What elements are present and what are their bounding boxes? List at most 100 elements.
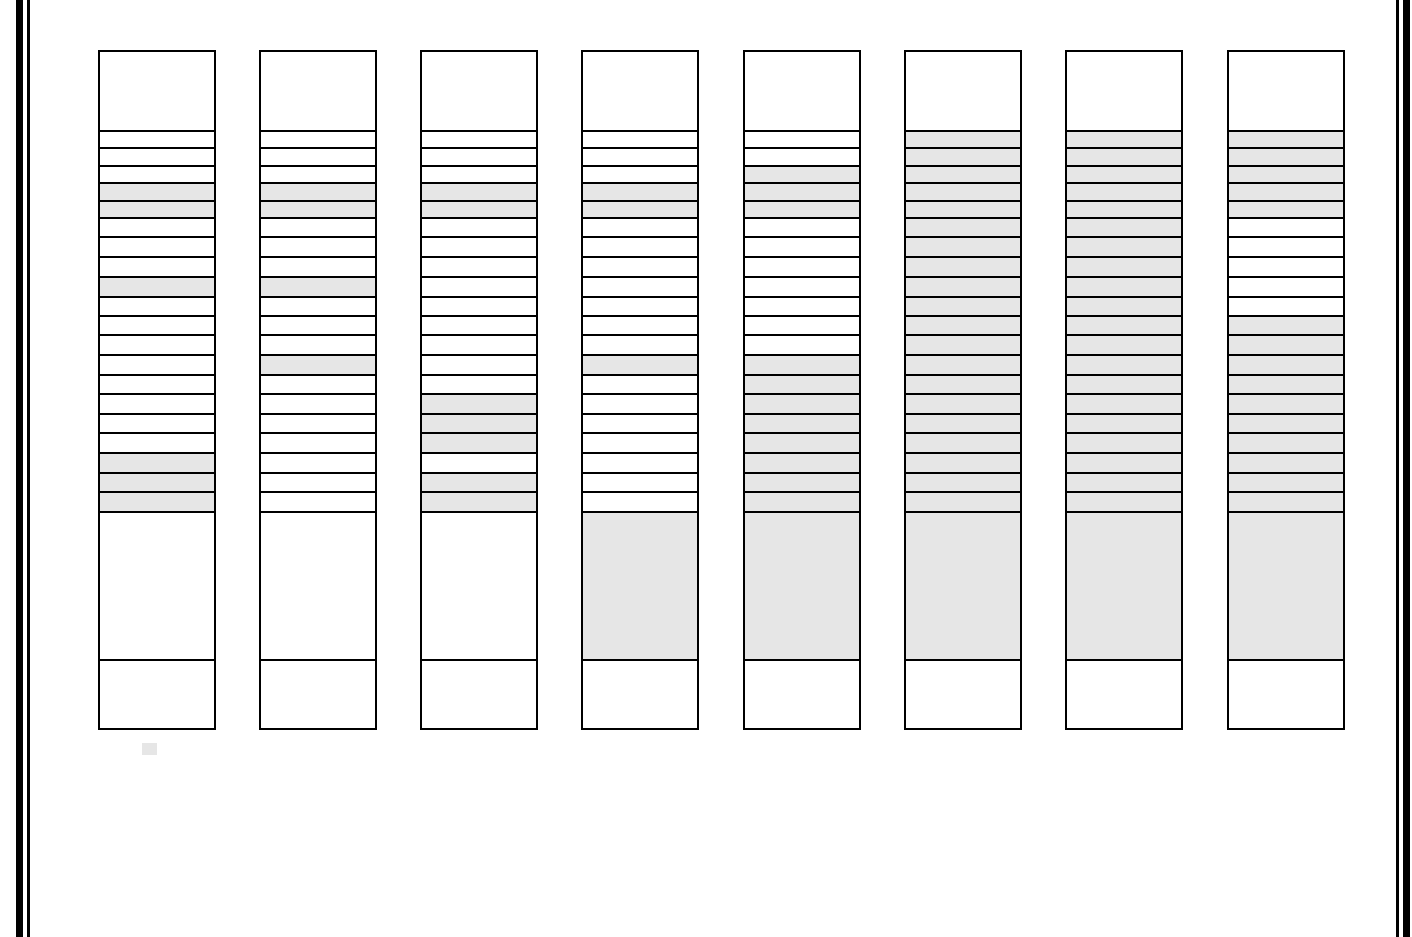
- row-cell: [745, 167, 859, 184]
- row-cell: [422, 298, 536, 317]
- row-cell: [906, 184, 1020, 202]
- row-cell: [100, 184, 214, 202]
- row-cell: [100, 149, 214, 167]
- row-cell: [1229, 219, 1343, 238]
- row-cell: [261, 493, 375, 513]
- row-cell: [583, 298, 697, 317]
- body-cell: [745, 513, 859, 661]
- row-cell: [261, 167, 375, 184]
- row-cell: [1229, 184, 1343, 202]
- row-cell: [261, 395, 375, 415]
- column-5: [743, 50, 861, 730]
- body-cell: [583, 513, 697, 661]
- row-cell: [745, 336, 859, 356]
- row-cell: [261, 317, 375, 336]
- row-cell: [1229, 317, 1343, 336]
- row-cell: [906, 415, 1020, 434]
- body-cell: [422, 513, 536, 661]
- row-cell: [100, 493, 214, 513]
- row-cell: [1067, 278, 1181, 298]
- row-cell: [745, 415, 859, 434]
- row-cell: [1229, 167, 1343, 184]
- row-cell: [583, 415, 697, 434]
- row-cell: [422, 167, 536, 184]
- footer-cell: [745, 661, 859, 730]
- row-cell: [906, 493, 1020, 513]
- row-cell: [261, 132, 375, 149]
- row-cell: [1067, 395, 1181, 415]
- row-cell: [100, 298, 214, 317]
- row-cell: [583, 336, 697, 356]
- row-cell: [1067, 238, 1181, 258]
- row-cell: [906, 395, 1020, 415]
- row-cell: [583, 149, 697, 167]
- row-cell: [261, 184, 375, 202]
- row-cell: [1229, 454, 1343, 474]
- row-cell: [261, 454, 375, 474]
- row-cell: [1229, 415, 1343, 434]
- row-cell: [745, 184, 859, 202]
- row-cell: [1229, 474, 1343, 493]
- row-cell: [261, 238, 375, 258]
- row-cell: [422, 454, 536, 474]
- row-cell: [422, 336, 536, 356]
- row-cell: [422, 278, 536, 298]
- row-cell: [745, 219, 859, 238]
- row-cell: [100, 219, 214, 238]
- row-cell: [583, 434, 697, 454]
- row-cell: [100, 258, 214, 278]
- row-cell: [422, 238, 536, 258]
- row-cell: [583, 356, 697, 376]
- row-cell: [422, 202, 536, 219]
- row-cell: [1229, 202, 1343, 219]
- row-cell: [745, 434, 859, 454]
- row-cell: [100, 167, 214, 184]
- header-cell: [583, 52, 697, 132]
- row-cell: [583, 132, 697, 149]
- row-cell: [422, 415, 536, 434]
- row-cell: [422, 317, 536, 336]
- footer-cell: [906, 661, 1020, 730]
- row-cell: [261, 149, 375, 167]
- row-cell: [1067, 184, 1181, 202]
- header-cell: [745, 52, 859, 132]
- row-cell: [261, 258, 375, 278]
- row-cell: [1229, 278, 1343, 298]
- row-cell: [583, 493, 697, 513]
- row-cell: [261, 278, 375, 298]
- row-cell: [100, 356, 214, 376]
- header-cell: [906, 52, 1020, 132]
- header-cell: [100, 52, 214, 132]
- row-cell: [1229, 258, 1343, 278]
- row-cell: [745, 278, 859, 298]
- row-cell: [745, 149, 859, 167]
- row-cell: [261, 298, 375, 317]
- row-cell: [745, 202, 859, 219]
- row-cell: [906, 132, 1020, 149]
- left-border-thin: [27, 0, 30, 937]
- row-cell: [906, 298, 1020, 317]
- row-cell: [100, 434, 214, 454]
- row-cell: [906, 336, 1020, 356]
- footer-cell: [261, 661, 375, 730]
- row-cell: [1067, 258, 1181, 278]
- row-cell: [100, 317, 214, 336]
- row-cell: [1067, 474, 1181, 493]
- row-cell: [583, 202, 697, 219]
- row-cell: [745, 317, 859, 336]
- column-7: [1065, 50, 1183, 730]
- row-cell: [1067, 415, 1181, 434]
- row-cell: [261, 434, 375, 454]
- row-cell: [100, 415, 214, 434]
- row-cell: [1067, 317, 1181, 336]
- row-cell: [422, 219, 536, 238]
- row-cell: [1229, 298, 1343, 317]
- row-cell: [745, 298, 859, 317]
- column-1: [98, 50, 216, 730]
- row-cell: [745, 376, 859, 395]
- body-cell: [261, 513, 375, 661]
- body-cell: [906, 513, 1020, 661]
- header-cell: [422, 52, 536, 132]
- row-cell: [1067, 202, 1181, 219]
- row-cell: [745, 454, 859, 474]
